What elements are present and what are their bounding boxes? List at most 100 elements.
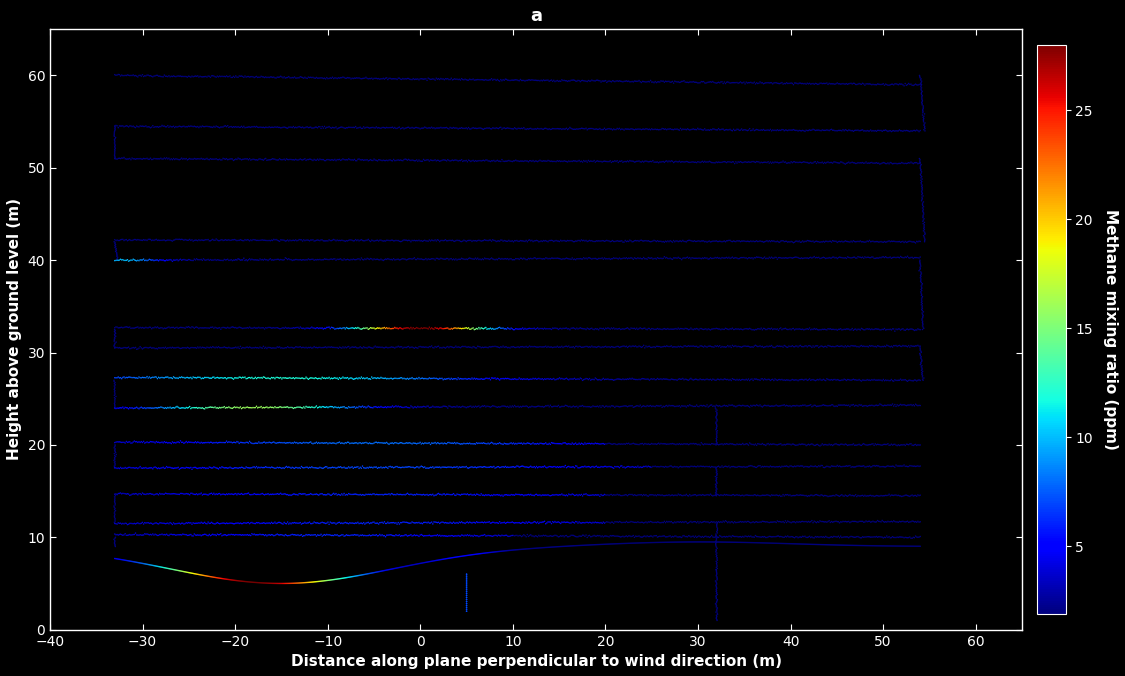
Point bbox=[762, 341, 780, 352]
Point bbox=[202, 322, 220, 333]
Point bbox=[827, 461, 845, 472]
Point bbox=[490, 530, 508, 541]
Point bbox=[711, 537, 729, 548]
Point bbox=[129, 518, 147, 529]
Point bbox=[759, 341, 777, 352]
Point bbox=[773, 235, 791, 246]
Point bbox=[112, 254, 130, 265]
Point bbox=[452, 516, 470, 527]
Point bbox=[433, 530, 451, 541]
Point bbox=[521, 374, 539, 385]
Point bbox=[665, 124, 683, 135]
Point bbox=[780, 237, 798, 247]
Point bbox=[721, 124, 739, 135]
Point bbox=[530, 490, 548, 501]
Point bbox=[129, 72, 147, 82]
Point bbox=[544, 253, 562, 264]
Point bbox=[915, 323, 933, 334]
Point bbox=[573, 323, 591, 334]
Point bbox=[693, 537, 711, 548]
Point bbox=[470, 517, 488, 528]
Point bbox=[588, 375, 606, 385]
Point bbox=[829, 125, 847, 136]
Point bbox=[486, 489, 504, 500]
Point bbox=[344, 489, 362, 500]
Point bbox=[907, 341, 925, 352]
Point bbox=[540, 124, 558, 135]
Point bbox=[830, 517, 848, 528]
Point bbox=[686, 236, 704, 247]
Point bbox=[448, 374, 466, 385]
Point bbox=[389, 517, 407, 528]
Point bbox=[515, 529, 533, 540]
Point bbox=[420, 463, 438, 474]
Point bbox=[615, 124, 633, 135]
Point bbox=[332, 122, 350, 132]
Point bbox=[408, 489, 426, 500]
Point bbox=[224, 122, 242, 132]
Point bbox=[703, 530, 721, 541]
Point bbox=[249, 122, 267, 132]
Point bbox=[197, 529, 215, 540]
Point bbox=[495, 75, 513, 86]
Point bbox=[397, 462, 415, 473]
Point bbox=[871, 324, 889, 335]
Point bbox=[672, 323, 690, 334]
Point bbox=[169, 154, 187, 165]
Point bbox=[256, 461, 274, 472]
Point bbox=[434, 235, 452, 246]
Point bbox=[569, 518, 587, 529]
Point bbox=[168, 254, 186, 265]
Point bbox=[706, 536, 724, 547]
Point bbox=[444, 155, 462, 166]
Point bbox=[450, 402, 468, 412]
Point bbox=[442, 235, 460, 246]
Point bbox=[187, 70, 205, 81]
Point bbox=[824, 158, 842, 168]
Point bbox=[364, 489, 382, 500]
Point bbox=[106, 516, 124, 527]
Point bbox=[480, 547, 498, 558]
Point bbox=[219, 372, 237, 383]
Point bbox=[217, 402, 235, 413]
Point bbox=[580, 76, 598, 87]
Point bbox=[277, 489, 295, 500]
Point bbox=[801, 531, 819, 541]
Point bbox=[354, 254, 372, 265]
Point bbox=[848, 461, 866, 472]
Point bbox=[789, 532, 807, 543]
Point bbox=[164, 463, 182, 474]
Point bbox=[506, 402, 524, 412]
Point bbox=[795, 462, 813, 473]
Point bbox=[771, 538, 789, 549]
Point bbox=[350, 235, 368, 246]
Point bbox=[338, 122, 356, 133]
Point bbox=[796, 157, 814, 168]
Point bbox=[353, 343, 371, 354]
Point bbox=[219, 122, 237, 132]
Point bbox=[423, 341, 441, 352]
Point bbox=[748, 537, 766, 548]
Point bbox=[231, 489, 249, 500]
Point bbox=[351, 570, 369, 581]
Point bbox=[864, 540, 882, 551]
Point bbox=[891, 375, 909, 385]
Point bbox=[800, 324, 818, 335]
Point bbox=[603, 254, 621, 264]
Point bbox=[621, 155, 639, 166]
Point bbox=[252, 518, 270, 529]
Point bbox=[179, 567, 197, 578]
Point bbox=[360, 529, 378, 540]
Point bbox=[170, 372, 188, 383]
Point bbox=[298, 402, 316, 412]
Point bbox=[317, 122, 335, 132]
Point bbox=[284, 342, 302, 353]
Point bbox=[785, 252, 803, 263]
Point bbox=[711, 530, 729, 541]
Point bbox=[666, 401, 684, 412]
Point bbox=[523, 254, 541, 264]
Point bbox=[726, 374, 744, 385]
Point bbox=[742, 78, 760, 89]
Point bbox=[881, 400, 899, 410]
Point bbox=[569, 462, 587, 473]
